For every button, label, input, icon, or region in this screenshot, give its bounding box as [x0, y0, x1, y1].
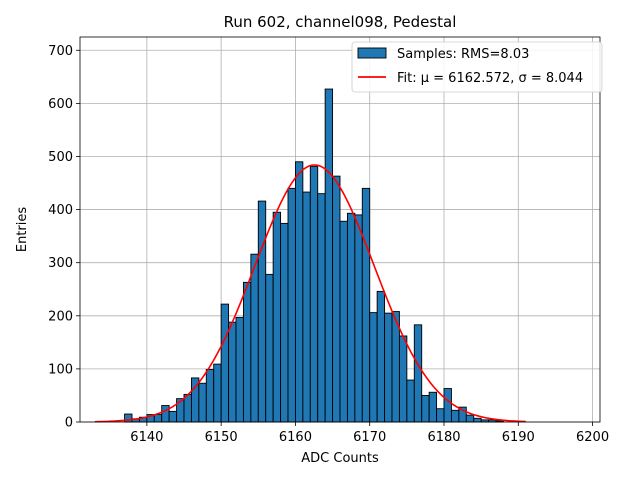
- legend-box: [351, 41, 603, 93]
- histogram-bar: [302, 191, 311, 423]
- histogram-bar: [257, 200, 267, 423]
- histogram-bar: [242, 281, 252, 423]
- histogram-bar: [317, 193, 326, 423]
- histogram-bar: [250, 253, 259, 423]
- histogram-bar: [443, 388, 452, 423]
- histogram-bar: [287, 187, 296, 423]
- x-tick-label: 6160: [279, 430, 312, 445]
- y-tick-label: 700: [48, 44, 73, 59]
- histogram-bar: [213, 363, 222, 423]
- histogram-bar: [428, 391, 438, 423]
- histogram-bar: [406, 379, 415, 423]
- histogram-bar: [450, 409, 460, 423]
- histogram-bar: [339, 220, 348, 423]
- y-tick-label: 100: [48, 362, 73, 377]
- histogram-bar: [376, 290, 386, 423]
- histogram-bar: [280, 222, 289, 423]
- x-tick-label: 6170: [353, 430, 386, 445]
- histogram-bar: [436, 408, 445, 423]
- chart-title: Run 602, channel098, Pedestal: [224, 13, 457, 31]
- y-tick-label: 500: [48, 150, 73, 165]
- histogram-bar: [332, 175, 341, 423]
- axis-ticks: 6140 6150 6160 6170 6180 6190 6200 0 100 200 300 40…: [48, 44, 609, 445]
- y-axis-title: Entries: [15, 207, 30, 253]
- histogram-bar: [324, 88, 334, 423]
- x-tick-label: 6180: [427, 430, 460, 445]
- y-tick-label: 600: [48, 97, 73, 112]
- histogram-bar: [369, 312, 378, 423]
- plot-frame: [79, 36, 601, 423]
- histogram-bar: [153, 414, 163, 423]
- histogram-bar: [220, 303, 230, 423]
- legend-label-samples: Samples: RMS=8.03: [397, 47, 529, 62]
- histogram-bar: [398, 335, 408, 423]
- legend-label-fit: Fit: μ = 6162.572, σ = 8.044: [397, 71, 583, 86]
- histogram-bar: [205, 368, 215, 423]
- fit-curve: [94, 164, 526, 423]
- histogram-bar: [272, 211, 282, 423]
- histogram-bar: [384, 312, 393, 423]
- fit-curve-group: [94, 164, 526, 423]
- x-tick-label: 6200: [576, 430, 609, 445]
- histogram-bar: [168, 410, 178, 423]
- histogram-bar: [235, 316, 244, 423]
- x-axis-title: ADC Counts: [301, 451, 379, 466]
- histogram-bar: [473, 417, 482, 423]
- histogram-bar: [465, 414, 475, 423]
- histogram-bar: [391, 311, 400, 423]
- histogram-bar: [354, 214, 363, 423]
- y-tick-label: 400: [48, 203, 73, 218]
- y-tick-label: 0: [65, 416, 73, 431]
- histogram-bar: [198, 382, 207, 423]
- histogram-bar: [421, 394, 430, 423]
- histogram-bar: [346, 212, 356, 423]
- y-tick-label: 300: [48, 256, 73, 271]
- histogram-bar: [228, 321, 237, 423]
- legend-swatch-samples: [357, 47, 387, 59]
- legend: Samples: RMS=8.03 Fit: μ = 6162.572, σ =…: [351, 41, 603, 93]
- histogram-bar: [413, 324, 423, 423]
- x-tick-label: 6150: [205, 430, 238, 445]
- histogram-bar: [309, 166, 319, 423]
- y-tick-label: 200: [48, 309, 73, 324]
- histogram-bar: [161, 405, 170, 423]
- x-tick-label: 6190: [502, 430, 535, 445]
- histogram-bar: [183, 393, 192, 423]
- histogram-bar: [294, 161, 304, 423]
- x-tick-label: 6140: [130, 430, 163, 445]
- histogram-bar: [265, 273, 274, 423]
- histogram-bar: [361, 187, 371, 423]
